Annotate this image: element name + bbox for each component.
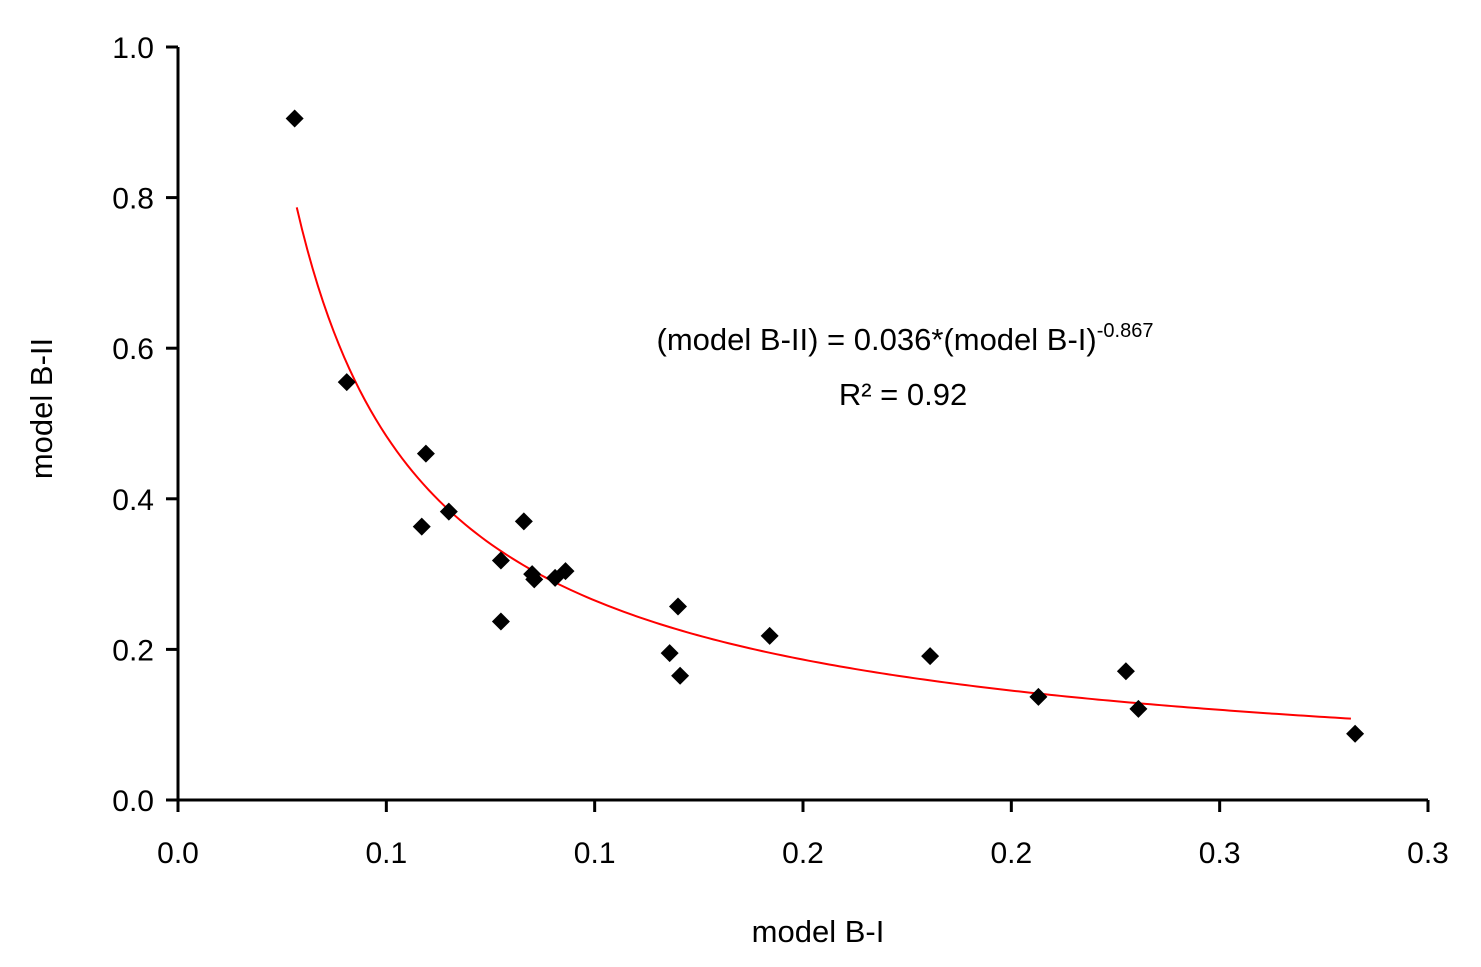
x-tick-label: 0.1	[365, 837, 407, 870]
trend-equation-main: (model B-II) = 0.036*(model B-I)	[657, 322, 1097, 357]
data-point	[416, 444, 435, 463]
data-point	[525, 570, 544, 589]
data-point	[921, 647, 940, 666]
y-tick-label: 0.8	[112, 183, 154, 216]
y-axis-title: model B-II	[24, 338, 59, 479]
x-tick-label: 0.3	[1407, 837, 1449, 870]
data-point	[669, 597, 687, 616]
y-tick-label: 1.0	[112, 32, 154, 65]
annotation: (model B-II) = 0.036*(model B-I)-0.867 R…	[657, 320, 1154, 412]
y-tick-label: 0.6	[112, 333, 154, 366]
trend-equation: (model B-II) = 0.036*(model B-I)-0.867	[657, 320, 1154, 357]
x-tick-label: 0.3	[1199, 837, 1241, 870]
x-tick-label: 0.1	[574, 837, 616, 870]
x-tick-label: 0.2	[990, 837, 1032, 870]
data-point	[514, 512, 533, 531]
data-point	[1116, 662, 1135, 681]
power-trendline	[295, 207, 1351, 720]
data-point	[412, 517, 431, 536]
r-squared-label: R² = 0.92	[839, 377, 967, 412]
data-point	[491, 612, 510, 631]
axes	[166, 45, 1430, 812]
data-point	[285, 109, 304, 128]
x-tick-label: 0.0	[157, 837, 199, 870]
data-point	[439, 502, 458, 521]
trend-equation-exponent: -0.867	[1097, 320, 1154, 342]
y-tick-label: 0.0	[112, 785, 154, 818]
axis-labels: 0.0 0.2 0.4 0.6 0.8 1.0 0.0 0.1 0.1 0.2 0.2 0.3 0.3 m…	[24, 32, 1449, 949]
data-point	[660, 644, 679, 663]
data-point	[760, 626, 779, 645]
data-point	[1346, 724, 1365, 743]
data-points	[285, 109, 1365, 743]
data-point	[1129, 699, 1148, 718]
y-tick-label: 0.2	[112, 634, 154, 667]
x-axis-title: model B-I	[752, 914, 885, 949]
data-point	[1029, 687, 1048, 706]
data-point	[556, 562, 575, 581]
data-point	[491, 551, 510, 570]
data-point	[337, 373, 356, 392]
trendline-group	[295, 207, 1351, 720]
data-point	[671, 666, 690, 685]
y-tick-label: 0.4	[112, 484, 154, 517]
x-tick-label: 0.2	[782, 837, 824, 870]
